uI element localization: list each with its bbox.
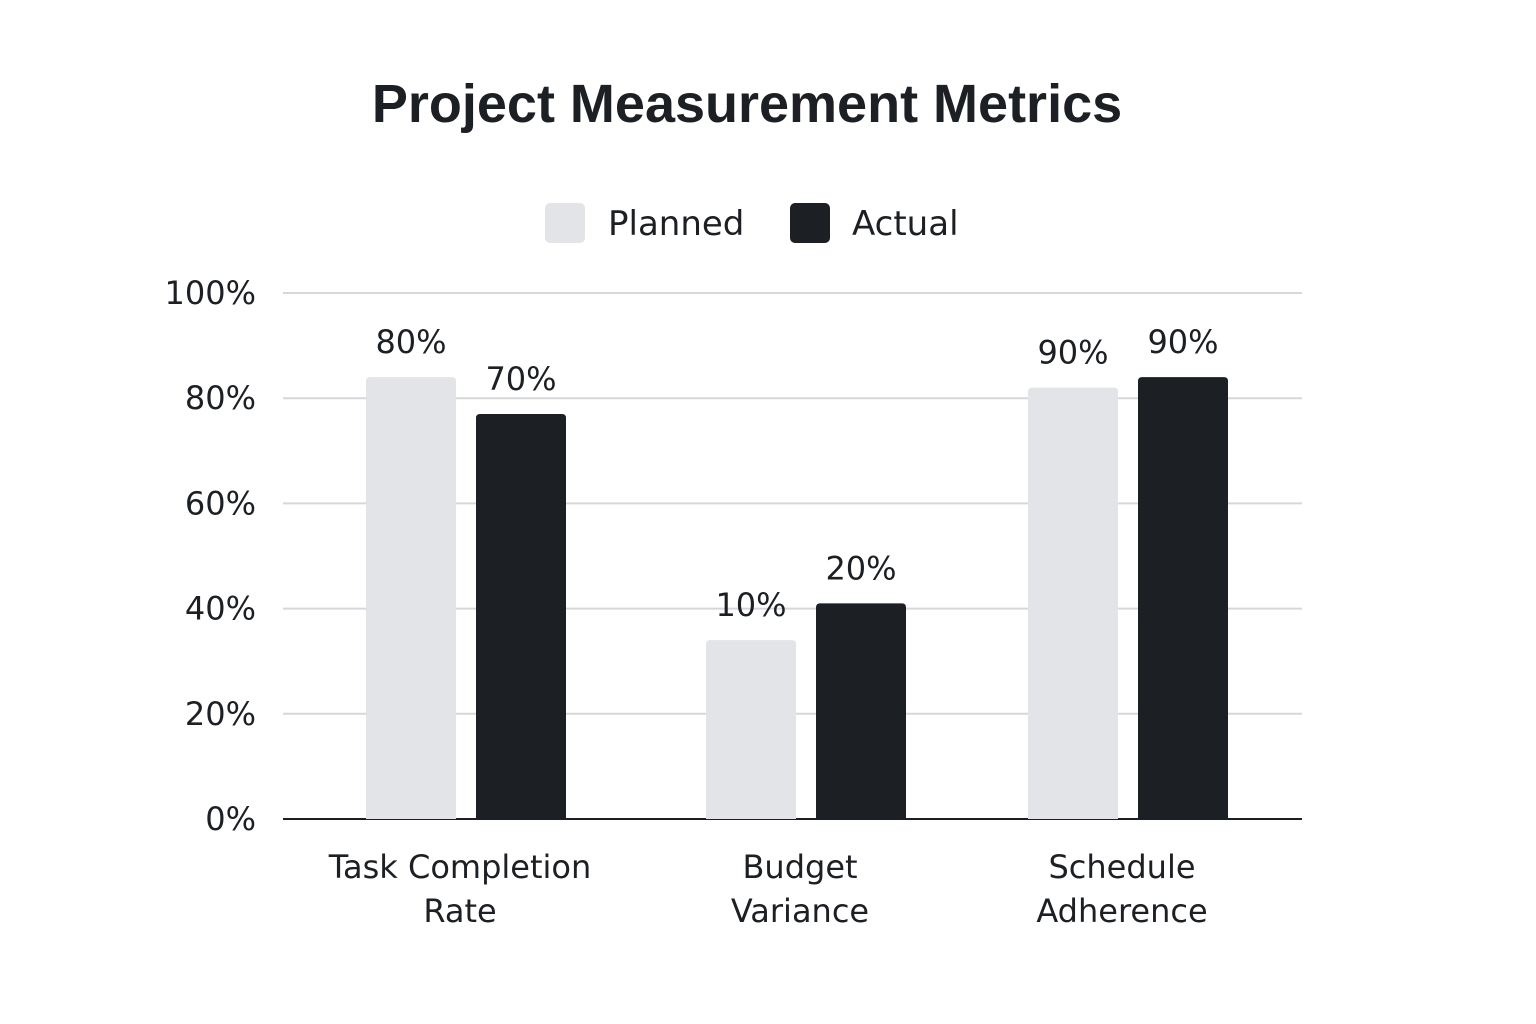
legend: Planned Actual (545, 203, 959, 244)
bars (366, 377, 1228, 819)
data-label: 80% (375, 323, 446, 361)
legend-label-planned: Planned (608, 204, 744, 244)
y-tick-label: 0% (205, 800, 256, 838)
x-axis-categories: Task Completion Rate Budget Variance Schedul… (328, 848, 1208, 930)
y-tick-label: 100% (165, 274, 256, 312)
bar-planned (1028, 387, 1118, 819)
data-label: 70% (485, 360, 556, 398)
bar-planned (366, 377, 456, 819)
y-tick-label: 20% (185, 695, 256, 733)
legend-swatch-planned (545, 203, 585, 243)
y-axis-ticks: 0% 20% 40% 60% 80% 100% (165, 274, 256, 838)
x-category-label: Rate (423, 892, 496, 930)
x-category-label: Schedule (1048, 848, 1195, 886)
y-tick-label: 60% (185, 484, 256, 522)
legend-label-actual: Actual (852, 204, 959, 244)
y-tick-label: 40% (185, 590, 256, 628)
bar-actual (1138, 377, 1228, 819)
data-label: 90% (1147, 323, 1218, 361)
bar-actual (476, 413, 566, 819)
x-category-label: Variance (731, 892, 869, 930)
data-labels: 80% 70% 10% 20% 90% 90% (375, 323, 1218, 624)
data-label: 20% (825, 549, 896, 587)
data-label: 90% (1037, 334, 1108, 372)
bar-actual (816, 603, 906, 819)
x-category-label: Task Completion (328, 848, 592, 886)
bar-planned (706, 640, 796, 819)
legend-swatch-actual (790, 203, 830, 243)
y-tick-label: 80% (185, 379, 256, 417)
x-category-label: Adherence (1036, 892, 1207, 930)
chart-title: Project Measurement Metrics (372, 74, 1122, 134)
x-category-label: Budget (742, 848, 857, 886)
data-label: 10% (715, 586, 786, 624)
